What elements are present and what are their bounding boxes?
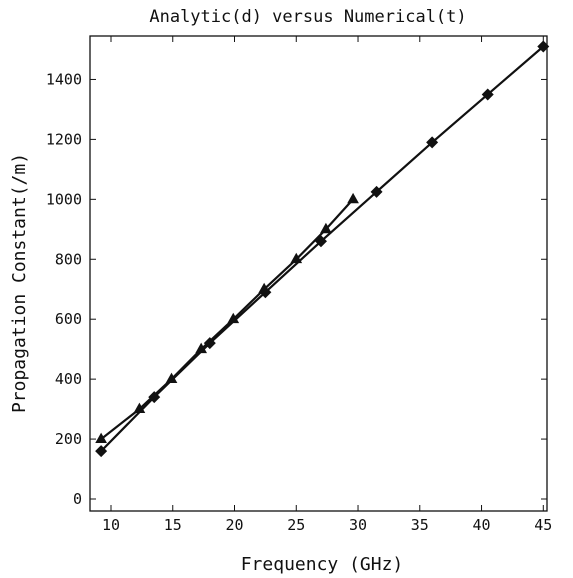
plot-frame — [89, 35, 548, 512]
y-tick-label: 1200 — [46, 130, 82, 148]
data-point-diamond — [370, 185, 383, 198]
x-axis-label: Frequency (GHz) — [241, 554, 404, 575]
series-line-triangle — [100, 198, 354, 440]
data-point-triangle — [290, 252, 303, 264]
data-point-triangle — [133, 402, 146, 414]
data-point-triangle — [258, 282, 271, 294]
data-point-diamond — [481, 88, 494, 101]
y-tick-label: 800 — [55, 250, 82, 268]
y-tick-label: 600 — [55, 310, 82, 328]
data-point-triangle — [347, 192, 359, 204]
x-tick-label: 35 — [411, 516, 429, 534]
series-group — [95, 40, 550, 458]
data-point-triangle — [165, 372, 178, 384]
data-point-diamond — [426, 136, 439, 149]
chart-title: Analytic(d) versus Numerical(t) — [149, 7, 466, 27]
x-tick-label: 25 — [287, 516, 305, 534]
y-axis-label: Propagation Constant(/m) — [9, 153, 30, 413]
x-tick-label: 20 — [225, 516, 243, 534]
x-tick-label: 45 — [534, 516, 552, 534]
data-point-triangle — [227, 312, 240, 324]
data-point-diamond — [203, 337, 216, 350]
series-line-diamond — [100, 45, 545, 452]
data-point-diamond — [537, 40, 550, 53]
data-point-triangle — [195, 342, 208, 354]
data-point-diamond — [95, 445, 108, 458]
data-point-diamond — [314, 235, 327, 248]
y-tick-label: 1000 — [46, 190, 82, 208]
y-tick-label: 1400 — [46, 70, 82, 88]
axis-ticks: 10 15 20 25 30 35 40 45 0 200 400 600 800 1000 1200 140… — [46, 36, 552, 534]
data-point-triangle — [320, 222, 332, 234]
data-point-diamond — [148, 391, 161, 404]
x-tick-label: 40 — [473, 516, 491, 534]
y-tick-label: 400 — [55, 370, 82, 388]
data-point-triangle — [95, 432, 107, 443]
x-tick-label: 10 — [102, 516, 120, 534]
y-tick-label: 0 — [73, 490, 82, 508]
x-tick-label: 15 — [164, 516, 182, 534]
x-tick-label: 30 — [349, 516, 367, 534]
y-tick-label: 200 — [55, 430, 82, 448]
